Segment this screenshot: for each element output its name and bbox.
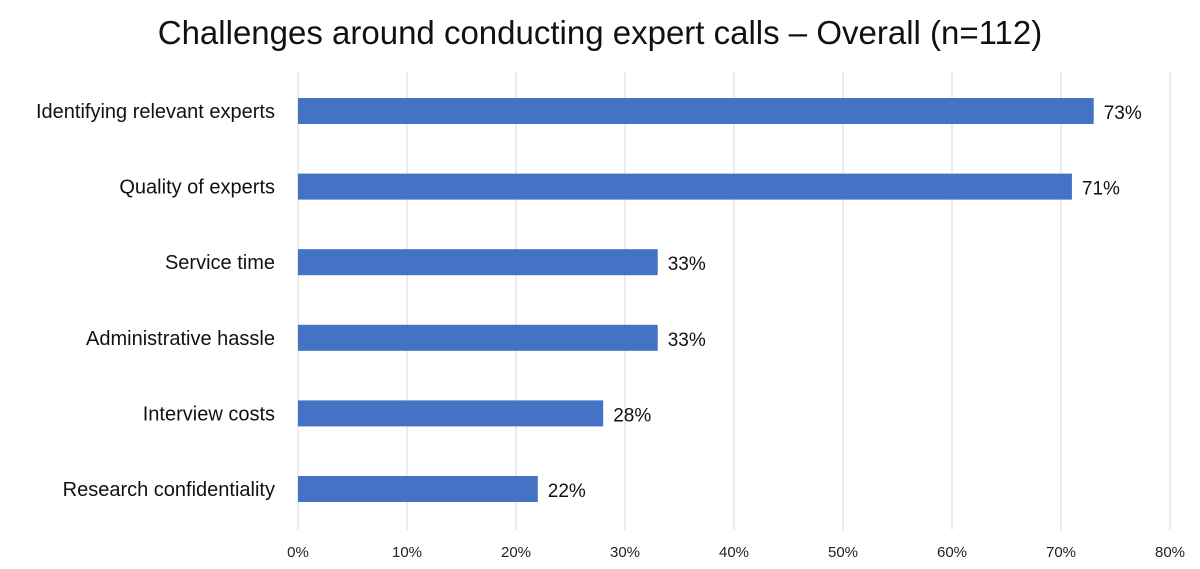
bar (298, 173, 1072, 200)
x-tick-label: 10% (392, 544, 422, 561)
data-label: 73% (1104, 103, 1142, 124)
data-label: 22% (548, 481, 586, 502)
category-label: Service time (165, 252, 275, 274)
data-label: 71% (1082, 179, 1120, 200)
x-tick-label: 0% (287, 544, 309, 561)
x-tick-label: 30% (610, 544, 640, 561)
x-tick-label: 50% (828, 544, 858, 561)
x-tick-label: 20% (501, 544, 531, 561)
x-tick-label: 40% (719, 544, 749, 561)
category-label: Identifying relevant experts (36, 101, 275, 123)
category-label: Administrative hassle (86, 328, 275, 350)
x-tick-label: 60% (937, 544, 967, 561)
x-tick-label: 80% (1155, 544, 1185, 561)
chart-title: Challenges around conducting expert call… (157, 14, 1043, 51)
bar (298, 324, 658, 351)
bar (298, 98, 1094, 124)
category-label: Quality of experts (119, 177, 275, 199)
bar (298, 400, 604, 427)
category-label: Interview costs (143, 403, 275, 425)
bar (298, 476, 538, 502)
x-tick-label: 70% (1046, 544, 1076, 561)
data-label: 28% (613, 405, 651, 426)
data-label: 33% (668, 330, 706, 351)
bar (298, 249, 658, 276)
data-label: 33% (668, 254, 706, 275)
category-label: Research confidentiality (63, 479, 275, 501)
